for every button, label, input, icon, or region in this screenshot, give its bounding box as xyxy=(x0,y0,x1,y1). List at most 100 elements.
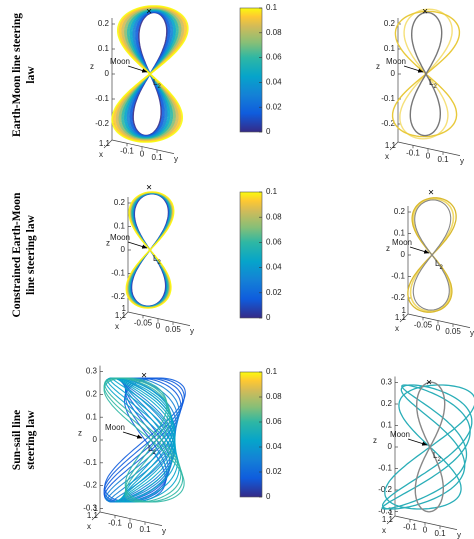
z-tick-label: 0 xyxy=(105,69,110,78)
l2-label: L2 xyxy=(148,444,156,455)
trajectory xyxy=(103,377,184,503)
l2-sub: 2 xyxy=(433,84,437,90)
colorbar-tick-label: 0.1 xyxy=(266,3,278,12)
y-tick-label: -0.05 xyxy=(134,318,153,327)
colorbar-tick-label: 0 xyxy=(266,127,271,136)
y-label: y xyxy=(457,531,461,539)
z-tick-label: -0.1 xyxy=(83,458,97,467)
y-axis xyxy=(127,311,191,326)
z-tick-label: -0.3 xyxy=(378,507,392,516)
x-tick-label: 1 xyxy=(94,504,99,513)
x-tick-label: 1.1 xyxy=(385,141,397,150)
y-tick-label: -0.1 xyxy=(406,148,420,157)
z-tick-label: 0 xyxy=(121,245,126,254)
y-axis xyxy=(397,141,461,156)
panel: 0.2 0.1 0 -0.1 -0.2 z -0.1 0 0.1 y 1.1 x × Moon L2 xyxy=(90,5,189,164)
z-tick-label: -0.2 xyxy=(83,481,97,490)
moon-label: Moon xyxy=(110,233,130,242)
row-label-line: Constrained Earth-Moon xyxy=(11,192,23,318)
z-tick-label: -0.1 xyxy=(381,94,395,103)
x-tick-label: 1.1 xyxy=(395,313,407,322)
z-tick-label: 0 xyxy=(401,250,406,259)
colorbar-tick-label: 0.06 xyxy=(266,238,282,247)
z-tick-label: 0.1 xyxy=(394,229,406,238)
colorbar-tick-label: 0.08 xyxy=(266,28,282,37)
z-tick-label: 0.2 xyxy=(381,399,393,408)
l2-base: L xyxy=(148,444,153,453)
colorbar xyxy=(239,7,263,133)
z-label: z xyxy=(373,436,377,445)
moon-arrow xyxy=(403,65,424,73)
z-label: z xyxy=(78,429,82,438)
y-label: y xyxy=(460,157,464,166)
start-marker: × xyxy=(428,188,434,199)
moon-arrow xyxy=(127,241,148,249)
z-tick-label: 0.3 xyxy=(381,378,393,387)
l2-sub: 2 xyxy=(152,450,156,456)
trajectory xyxy=(381,384,471,510)
colorbar-tick-label: 0.08 xyxy=(266,392,282,401)
x-tick-label: 1 xyxy=(122,304,127,313)
colorbar-tick-label: 0.08 xyxy=(266,212,282,221)
z-tick-label: -0.1 xyxy=(391,272,405,281)
z-tick-label: 0 xyxy=(93,435,98,444)
trajectory xyxy=(103,377,185,503)
moon-label: Moon xyxy=(390,430,410,439)
z-tick-label: -0.1 xyxy=(111,269,125,278)
z-tick-label: 0.2 xyxy=(394,207,406,216)
z-tick-label: 0.1 xyxy=(384,44,396,53)
row-label-line: law xyxy=(25,66,37,84)
y-label: y xyxy=(470,329,474,338)
z-tick-label: 0.2 xyxy=(86,390,98,399)
z-tick-label: 0.2 xyxy=(384,19,396,28)
y-tick-label: -0.1 xyxy=(120,146,134,155)
panel: 0.2 0.1 0 -0.1 -0.2 z -0.1 0 0.1 y 1.1 x × Moon L2 xyxy=(376,7,464,166)
start-marker: × xyxy=(146,183,152,194)
x-axis xyxy=(91,511,101,521)
trajectory xyxy=(103,377,184,503)
z-tick-label: -0.1 xyxy=(378,464,392,473)
l2-base: L xyxy=(153,254,158,263)
x-tick-label: 1.1 xyxy=(382,515,394,524)
x-tick-label: 1 xyxy=(389,508,394,517)
z-tick-label: 0.3 xyxy=(86,367,98,376)
trajectory xyxy=(106,377,179,503)
y-tick-label: 0.1 xyxy=(437,155,449,164)
y-tick-label: 0.1 xyxy=(151,153,163,162)
colorbar xyxy=(239,191,263,319)
x-axis xyxy=(399,313,409,323)
colorbar-tick-label: 0.04 xyxy=(266,78,282,87)
y-axis xyxy=(111,139,175,154)
trajectory xyxy=(125,191,175,309)
trajectory xyxy=(105,377,180,503)
y-axis xyxy=(407,313,471,328)
z-tick-label: 0.1 xyxy=(114,222,126,231)
x-tick-label: 1 xyxy=(402,306,407,315)
y-label: y xyxy=(162,527,166,536)
panel: 0.30.20.10-0.1-0.2-0.3z-0.1 0 0.1 y11.1x×Mo… xyxy=(373,376,474,539)
y-tick-label: 0.1 xyxy=(139,525,151,534)
colorbar-tick-label: 0.02 xyxy=(266,467,282,476)
z-tick-label: 0.2 xyxy=(98,19,110,28)
l2-base: L xyxy=(433,451,438,460)
trajectory xyxy=(111,377,176,503)
z-tick-label: 0.2 xyxy=(114,198,126,207)
moon-arrow xyxy=(127,65,148,73)
x-label: x xyxy=(395,324,399,333)
moon-label: Moon xyxy=(105,423,125,432)
y-tick-label: 0 xyxy=(156,322,161,331)
moon-label: Moon xyxy=(110,57,130,66)
x-label: x xyxy=(382,526,386,535)
y-tick-label: 0.05 xyxy=(165,325,181,334)
colorbar-tick-label: 0.1 xyxy=(266,367,278,376)
colorbar-tick-label: 0.02 xyxy=(266,288,282,297)
x-label: x xyxy=(87,522,91,531)
trajectory xyxy=(414,381,446,513)
l2-sub: 2 xyxy=(439,265,443,271)
colorbar-tick-label: 0.04 xyxy=(266,263,282,272)
colorbar-tick-label: 0 xyxy=(266,492,271,501)
z-tick-label: -0.2 xyxy=(391,293,405,302)
colorbar-tick-label: 0.02 xyxy=(266,102,282,111)
